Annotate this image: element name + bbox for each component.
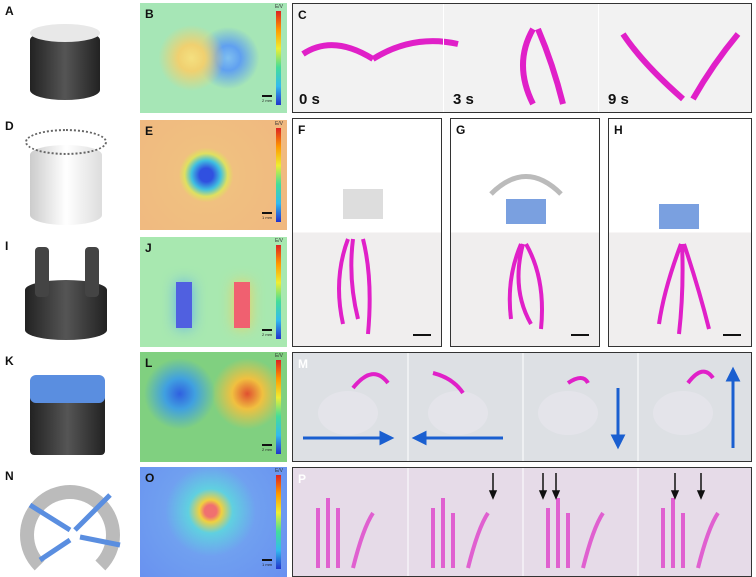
panel-d: D [0, 115, 130, 230]
panel-k: K [0, 350, 130, 462]
time-label: 0 s [299, 91, 320, 108]
panel-c: C 0 s 3 s 9 s [292, 3, 752, 113]
panel-label: M [298, 357, 308, 371]
panel-label: J [145, 241, 152, 255]
panel-b-field-map: B E/V 2 mm [140, 3, 287, 113]
colorbar [276, 245, 281, 339]
panel-p: P [292, 467, 752, 577]
panel-j-field-map: J E/V 2 mm [140, 237, 287, 347]
colorbar-label: E/V [274, 353, 283, 359]
colorbar-label: E/V [274, 121, 283, 127]
panel-e-field-map: E E/V 1 mm [140, 120, 287, 230]
panel-label: L [145, 356, 153, 370]
panel-label: E [145, 124, 154, 138]
panel-label: C [298, 8, 307, 22]
panel-f: F [292, 118, 442, 347]
scale-bar: 2 mm [262, 95, 272, 103]
colorbar [276, 475, 281, 569]
colorbar [276, 360, 281, 454]
panel-l-field-map: L E/V 2 mm [140, 352, 287, 462]
colorbar [276, 128, 281, 222]
colorbar-label: E/V [274, 468, 283, 474]
panel-m: M [292, 352, 752, 462]
panel-label: A [5, 4, 14, 18]
panel-n: N [0, 465, 130, 577]
arrow-down-icons [488, 473, 706, 500]
panel-a: A [0, 0, 130, 112]
panel-label: O [145, 471, 155, 485]
panel-label: I [5, 239, 9, 253]
panel-o-field-map: O E/V 1 mm [140, 467, 287, 577]
colorbar [276, 11, 281, 105]
panel-label: P [298, 472, 307, 486]
panel-label: F [298, 123, 306, 137]
panel-label: K [5, 354, 14, 368]
scale-bar: 2 mm [262, 444, 272, 452]
panel-h: H [608, 118, 752, 347]
scale-bar: 1 mm [262, 559, 272, 567]
arrow-icons [303, 366, 741, 450]
panel-label: H [614, 123, 623, 137]
panel-label: B [145, 7, 154, 21]
colorbar-label: E/V [274, 4, 283, 10]
panel-label: N [5, 469, 14, 483]
time-label: 9 s [608, 91, 629, 108]
panel-g: G [450, 118, 600, 347]
panel-label: G [456, 123, 466, 137]
colorbar-label: E/V [274, 238, 283, 244]
panel-label: D [5, 119, 14, 133]
scale-bar: 2 mm [262, 329, 272, 337]
time-label: 3 s [453, 91, 474, 108]
scale-bar: 1 mm [262, 212, 272, 220]
panel-i: I [0, 235, 130, 347]
